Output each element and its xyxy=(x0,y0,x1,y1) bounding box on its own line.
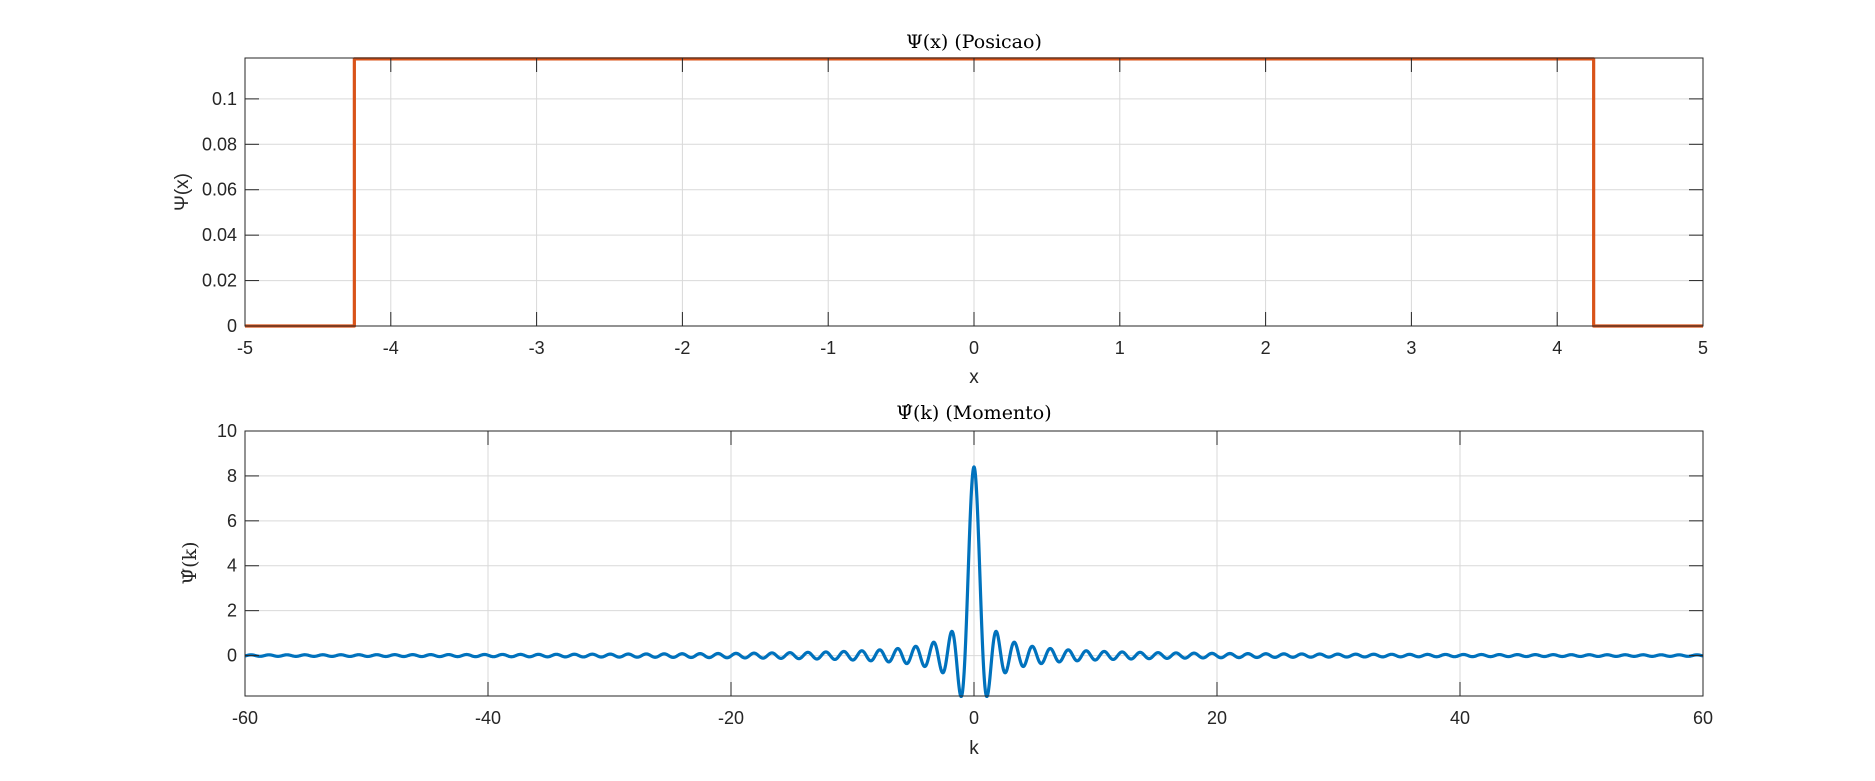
momentum-plot-y-tick-label: 8 xyxy=(227,466,237,486)
position-plot-x-tick-label: -1 xyxy=(820,338,836,358)
momentum-plot-y-tick-label: 6 xyxy=(227,511,237,531)
momentum-plot-y-tick-label: 10 xyxy=(217,421,237,441)
position-plot-x-tick-label: -5 xyxy=(237,338,253,358)
momentum-plot-y-tick-label: 2 xyxy=(227,601,237,621)
momentum-plot-xlabel: k xyxy=(969,738,979,759)
position-plot-x-tick-label: 3 xyxy=(1406,338,1416,358)
position-plot-y-tick-label: 0 xyxy=(227,316,237,336)
position-plot-x-tick-label: 2 xyxy=(1261,338,1271,358)
momentum-plot-x-tick-label: 20 xyxy=(1207,708,1227,728)
position-plot-xlabel: x xyxy=(969,367,979,388)
momentum-plot-y-tick-label: 0 xyxy=(227,646,237,666)
position-plot-y-tick-label: 0.04 xyxy=(202,225,237,245)
position-plot-x-tick-label: 4 xyxy=(1552,338,1562,358)
position-plot-x-tick-label: 5 xyxy=(1698,338,1708,358)
position-plot-y-tick-label: 0.08 xyxy=(202,134,237,154)
momentum-plot-x-tick-label: 0 xyxy=(969,708,979,728)
position-plot-x-tick-label: -4 xyxy=(383,338,399,358)
position-plot-x-tick-label: 1 xyxy=(1115,338,1125,358)
position-plot-x-tick-label: -2 xyxy=(674,338,690,358)
position-plot-x-tick-label: 0 xyxy=(969,338,979,358)
momentum-plot-axes: Ψ̂(k) (Momento) -60 -40 -20 0 20 40 600246810 … xyxy=(179,402,1713,759)
position-plot-axes: Ψ(x) (Posicao) -5 -4 -3 -2 -1 0 1 2 3 4 5 0 0.02 0.04… xyxy=(172,31,1708,388)
momentum-plot-x-tick-label: 60 xyxy=(1693,708,1713,728)
momentum-plot-ticks: -60 -40 -20 0 20 40 60 0 2 4 6 8 10 xyxy=(217,421,1713,728)
momentum-plot-x-tick-label: 40 xyxy=(1450,708,1470,728)
momentum-plot-series-line xyxy=(243,465,1705,698)
momentum-plot-title: Ψ̂(k) (Momento) xyxy=(896,402,1051,424)
position-plot-y-tick-label: 0.06 xyxy=(202,180,237,200)
position-plot-title: Ψ(x) (Posicao) xyxy=(906,31,1042,53)
momentum-plot-series xyxy=(243,465,1705,698)
position-plot-y-tick-label: 0.02 xyxy=(202,271,237,291)
momentum-plot-x-tick-label: -40 xyxy=(475,708,501,728)
position-plot-frame xyxy=(244,57,1704,327)
momentum-plot-frame xyxy=(244,430,1704,697)
momentum-plot-x-tick-label: -60 xyxy=(232,708,258,728)
position-plot-ylabel: Ψ(x) xyxy=(172,173,193,211)
momentum-plot-ylabel: Ψ̂(k) xyxy=(179,541,201,584)
momentum-plot-x-tick-label: -20 xyxy=(718,708,744,728)
position-plot-x-tick-label: -3 xyxy=(529,338,545,358)
position-plot-y-tick-label: 0.1 xyxy=(212,89,237,109)
momentum-plot-y-tick-label: 4 xyxy=(227,556,237,576)
